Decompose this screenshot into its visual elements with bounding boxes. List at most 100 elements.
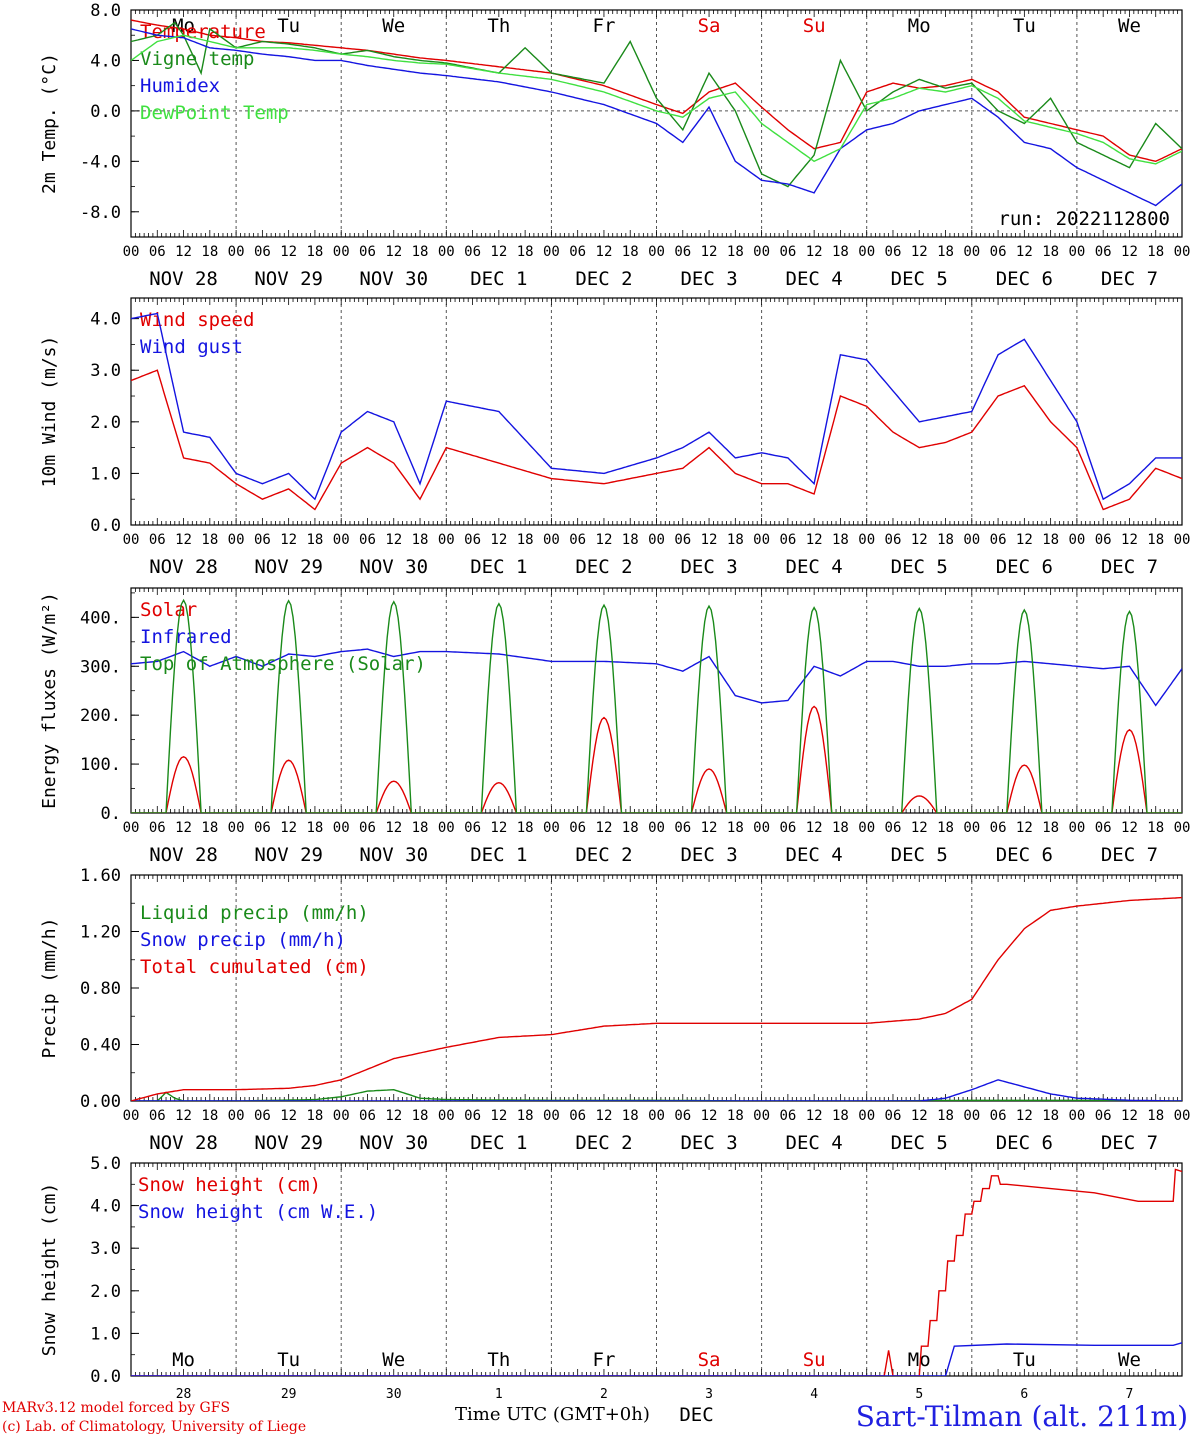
lab-credit: (c) Lab. of Climatology, University of L… xyxy=(2,1419,307,1435)
hour-tick-label: 12 xyxy=(490,820,507,836)
hour-tick-label: 00 xyxy=(1174,1108,1191,1124)
date-label: DEC 4 xyxy=(786,1132,843,1154)
hour-tick-label: 12 xyxy=(596,1108,613,1124)
series-line xyxy=(131,1342,1182,1376)
hour-tick-label: 00 xyxy=(1068,1108,1085,1124)
y-tick-label: 200. xyxy=(80,706,121,726)
date-label: DEC 1 xyxy=(470,1132,527,1154)
hour-tick-label: 12 xyxy=(1016,1108,1033,1124)
hour-tick-label: 06 xyxy=(990,532,1007,548)
y-tick-label: 1.0 xyxy=(90,464,121,484)
hour-tick-label: 06 xyxy=(885,820,902,836)
date-label: DEC 2 xyxy=(575,844,632,866)
hour-tick-label: 12 xyxy=(175,532,192,548)
date-label: DEC 2 xyxy=(575,1132,632,1154)
y-tick-label: 4.0 xyxy=(90,310,121,330)
hour-tick-label: 06 xyxy=(885,244,902,260)
hour-tick-label: 18 xyxy=(622,244,639,260)
hour-tick-label: 12 xyxy=(1121,244,1138,260)
series-line xyxy=(131,1168,1182,1376)
hour-tick-label: 18 xyxy=(1042,1108,1059,1124)
hour-tick-label: 18 xyxy=(832,244,849,260)
hour-tick-label: 18 xyxy=(201,1108,218,1124)
hour-tick-label: 00 xyxy=(438,1108,455,1124)
day-number: 29 xyxy=(281,1387,297,1402)
hour-tick-label: 06 xyxy=(254,532,271,548)
hour-tick-label: 06 xyxy=(569,1108,586,1124)
hour-tick-label: 18 xyxy=(1042,532,1059,548)
run-label: run: 2022112800 xyxy=(998,208,1170,230)
hour-tick-label: 00 xyxy=(228,532,245,548)
hour-tick-label: 18 xyxy=(517,532,534,548)
hour-tick-label: 06 xyxy=(990,244,1007,260)
hour-tick-label: 06 xyxy=(674,244,691,260)
weekday-label: Fr xyxy=(593,1349,616,1371)
panel-1: 8.0 4.0 0.0 -4.0 -8.0 2m Temp. (°C) 00 06 12 18 NO… xyxy=(39,1,1190,290)
hour-tick-label: 06 xyxy=(149,532,166,548)
y-tick-label: 300. xyxy=(80,657,121,677)
legend-entry: Snow height (cm W.E.) xyxy=(138,1201,378,1223)
hour-tick-label: 12 xyxy=(175,820,192,836)
weekday-label: Th xyxy=(487,15,510,37)
y-tick-label: 0.40 xyxy=(80,1036,121,1056)
hour-tick-label: 00 xyxy=(963,244,980,260)
hour-tick-label: 12 xyxy=(490,244,507,260)
hour-tick-label: 00 xyxy=(753,1108,770,1124)
hour-tick-label: 06 xyxy=(674,1108,691,1124)
hour-tick-label: 12 xyxy=(911,244,928,260)
hour-tick-label: 00 xyxy=(1068,820,1085,836)
hour-tick-label: 12 xyxy=(1121,532,1138,548)
hour-tick-label: 18 xyxy=(306,244,323,260)
weekday-label: Sa xyxy=(698,1349,721,1371)
hour-tick-label: 00 xyxy=(1174,244,1191,260)
hour-tick-label: 00 xyxy=(123,244,140,260)
plot-frame xyxy=(130,587,1183,814)
hour-tick-label: 06 xyxy=(254,244,271,260)
legend-entry: Wind speed xyxy=(140,309,254,331)
model-credit: MARv3.12 model forced by GFS xyxy=(2,1400,231,1416)
hour-tick-label: 00 xyxy=(228,244,245,260)
hour-tick-label: 00 xyxy=(333,532,350,548)
day-number: 3 xyxy=(705,1387,713,1402)
weekday-label: Tu xyxy=(1013,1349,1036,1371)
day-number: 5 xyxy=(915,1387,923,1402)
series-line xyxy=(131,1079,1182,1101)
hour-tick-label: 12 xyxy=(1016,820,1033,836)
hour-tick-label: 18 xyxy=(727,532,744,548)
hour-tick-label: 18 xyxy=(306,532,323,548)
hour-tick-label: 06 xyxy=(674,820,691,836)
y-tick-label: 0.80 xyxy=(80,979,121,999)
weekday-label: Th xyxy=(487,1349,510,1371)
hour-tick-label: 00 xyxy=(858,1108,875,1124)
legend-entry: Liquid precip (mm/h) xyxy=(140,902,369,924)
date-label: DEC 6 xyxy=(996,1132,1053,1154)
hour-tick-label: 00 xyxy=(648,532,665,548)
weekday-label: Sa xyxy=(698,15,721,37)
hour-tick-label: 18 xyxy=(201,244,218,260)
date-label: DEC 7 xyxy=(1101,844,1158,866)
date-label: DEC 1 xyxy=(470,556,527,578)
hour-tick-label: 18 xyxy=(412,244,429,260)
weekday-label: Fr xyxy=(593,15,616,37)
weekday-label: Su xyxy=(803,1349,826,1371)
hour-tick-label: 12 xyxy=(701,820,718,836)
hour-tick-label: 18 xyxy=(1042,820,1059,836)
hour-tick-label: 00 xyxy=(963,1108,980,1124)
y-tick-label: 1.0 xyxy=(90,1324,121,1344)
panel-5: 5.0 4.0 3.0 2.0 1.0 0.0 Snow height (cm) Mo Tu We… xyxy=(39,1154,1183,1426)
date-label: DEC 1 xyxy=(470,844,527,866)
series-line xyxy=(131,312,1182,501)
legend-entry: DewPoint Temp xyxy=(140,102,289,124)
weekday-label: Mo xyxy=(172,1349,195,1371)
hour-tick-label: 12 xyxy=(806,820,823,836)
hour-tick-label: 18 xyxy=(1147,244,1164,260)
y-tick-label: 0.00 xyxy=(80,1092,121,1112)
hour-tick-label: 00 xyxy=(438,244,455,260)
weekday-label: Tu xyxy=(1013,15,1036,37)
hour-tick-label: 06 xyxy=(254,1108,271,1124)
hour-tick-label: 18 xyxy=(412,532,429,548)
date-label: DEC 7 xyxy=(1101,268,1158,290)
hour-tick-label: 00 xyxy=(753,244,770,260)
day-number: 4 xyxy=(810,1387,818,1402)
